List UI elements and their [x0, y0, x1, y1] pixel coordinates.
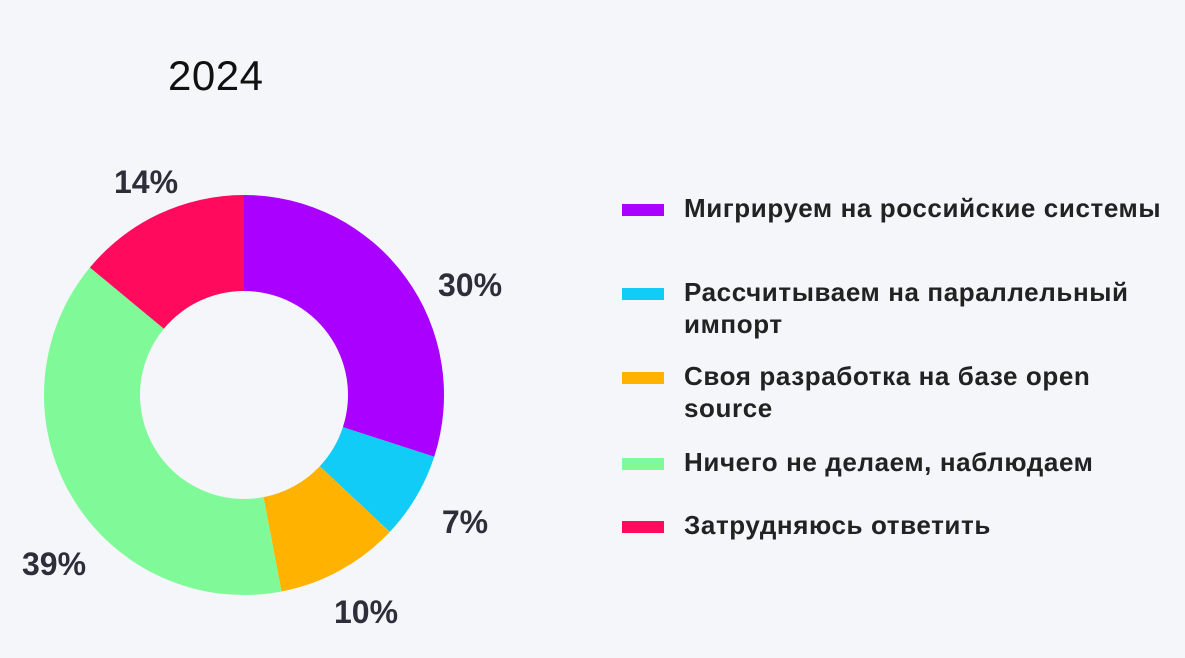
- legend-item-observe: Ничего не делаем, наблюдаем: [622, 446, 1182, 478]
- legend-label-parallel-import: Рассчитываем на параллельный импорт: [684, 277, 1129, 339]
- value-label-undecided: 14%: [114, 164, 178, 200]
- slice-observe: [43, 267, 282, 595]
- value-label-migrate: 30%: [438, 267, 502, 303]
- legend-item-parallel-import: Рассчитываем на параллельный импорт: [622, 276, 1182, 340]
- legend-swatch-parallel-import: [622, 288, 664, 300]
- legend-label-migrate: Мигрируем на российские системы: [684, 193, 1162, 223]
- legend-swatch-open-source: [622, 372, 664, 384]
- slice-migrate: [244, 195, 445, 457]
- legend-label-undecided: Затрудняюсь ответить: [684, 510, 991, 540]
- legend-item-undecided: Затрудняюсь ответить: [622, 509, 1182, 541]
- slice-open-source: [263, 466, 390, 592]
- legend-item-open-source: Своя разработка на базе open source: [622, 360, 1182, 424]
- value-label-observe: 39%: [22, 546, 86, 582]
- legend-swatch-undecided: [622, 521, 664, 533]
- slice-undecided: [89, 195, 244, 329]
- chart-title: 2024: [168, 52, 264, 99]
- value-label-parallel-import: 7%: [442, 504, 488, 540]
- value-label-open-source: 10%: [334, 594, 398, 630]
- legend-swatch-migrate: [622, 204, 664, 216]
- donut-slices: [43, 195, 445, 595]
- legend-swatch-observe: [622, 458, 664, 470]
- legend-label-open-source: Своя разработка на базе open source: [684, 361, 1091, 423]
- slice-parallel-import: [319, 427, 435, 532]
- donut-value-labels: 30% 7% 10% 39% 14%: [22, 164, 502, 630]
- legend-label-observe: Ничего не делаем, наблюдаем: [684, 447, 1094, 477]
- legend-item-migrate: Мигрируем на российские системы: [622, 192, 1182, 224]
